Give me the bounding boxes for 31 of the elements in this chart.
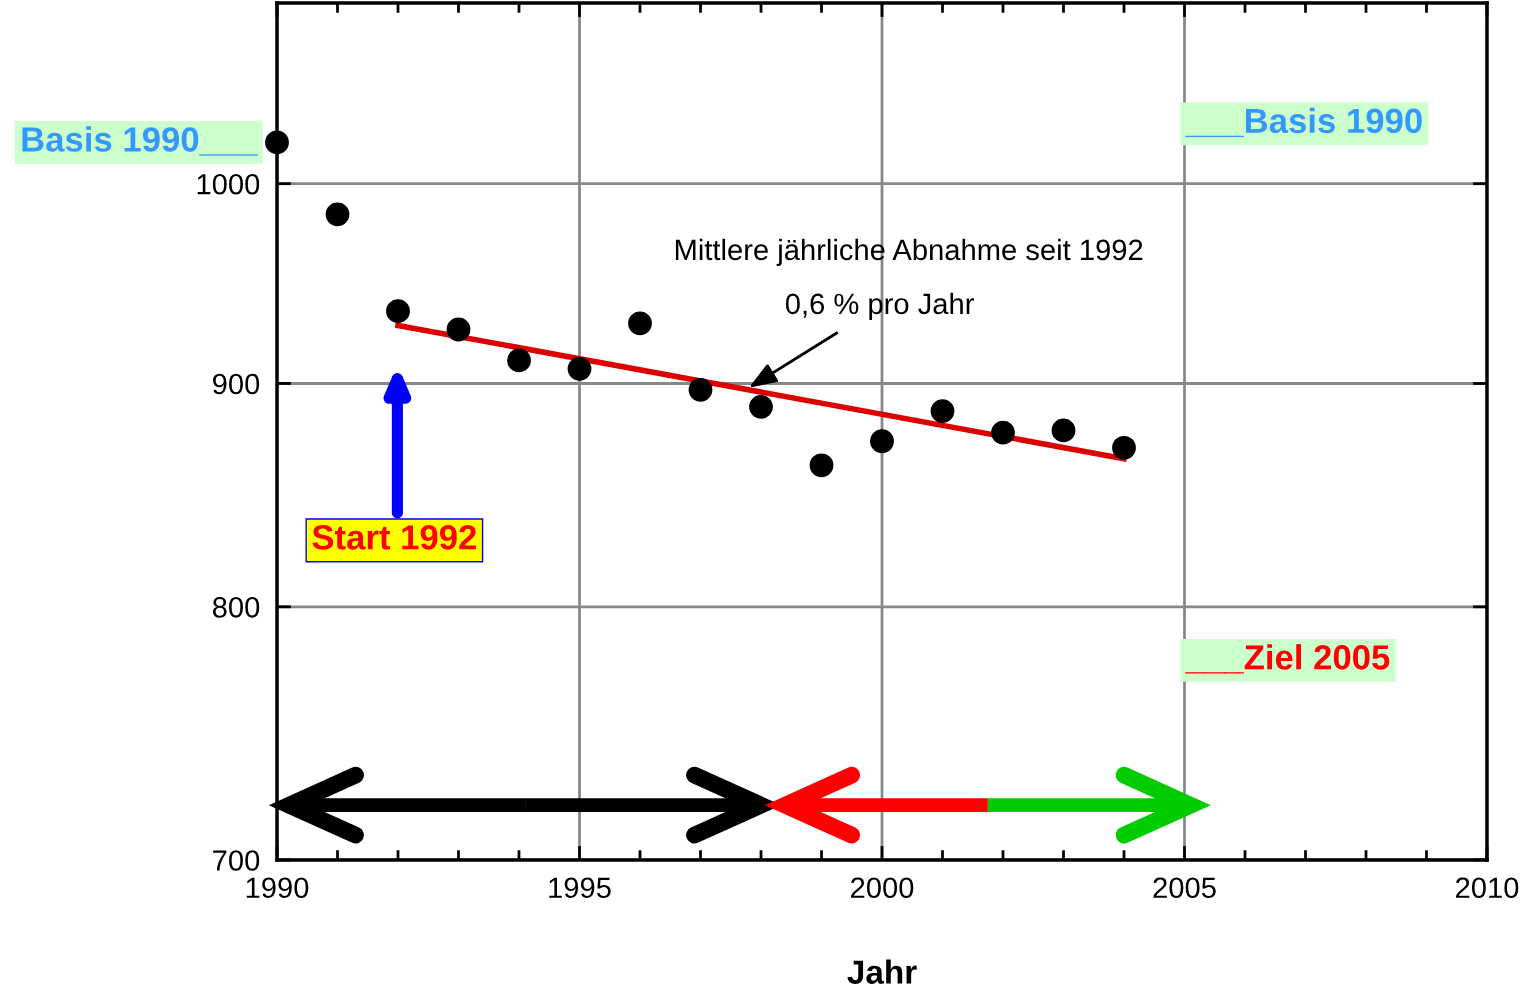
point — [809, 453, 834, 478]
annotation: 0,6 % pro Jahr — [785, 292, 974, 320]
annotation: Basis 1990___ — [22, 126, 258, 156]
point — [325, 202, 350, 227]
point — [1112, 435, 1136, 460]
annotation: ___Basis 1990 — [1185, 107, 1422, 138]
point — [870, 429, 894, 454]
x-tick-label: 2010 — [1456, 877, 1519, 899]
x-tick-label: 1995 — [549, 877, 611, 899]
point — [628, 311, 652, 336]
y-tick-label: 1000 — [197, 173, 260, 195]
x-axis-title: Jahr — [847, 959, 917, 984]
x-tick-label: 2005 — [1153, 877, 1216, 899]
y-tick-label: 800 — [212, 597, 260, 618]
y-tick-label: 900 — [213, 373, 260, 395]
point — [991, 420, 1015, 445]
point — [1051, 418, 1076, 443]
x-tick-label: 1990 — [246, 877, 309, 899]
annotation: Start 1992 — [312, 525, 476, 550]
point — [930, 399, 955, 423]
point — [688, 377, 713, 402]
annotation: Mittlere jährliche Abnahme seit 1992 — [675, 238, 1143, 266]
annotation: ___Ziel 2005 — [1185, 644, 1390, 674]
point — [567, 356, 592, 381]
point — [386, 299, 410, 324]
x-tick-label: 2000 — [851, 877, 914, 899]
point — [749, 394, 773, 419]
point — [265, 130, 289, 155]
point — [507, 348, 531, 373]
point — [446, 317, 471, 342]
y-tick-label: 700 — [213, 850, 260, 871]
